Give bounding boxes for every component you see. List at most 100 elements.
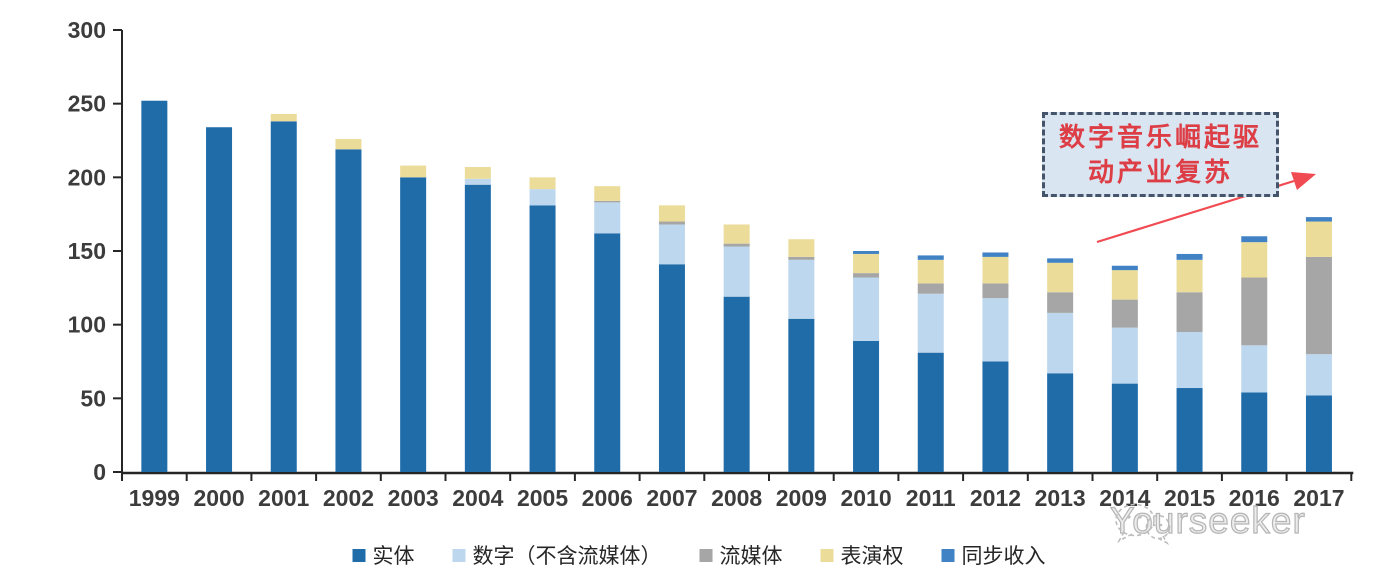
annotation-text-line1: 数字音乐崛起驱	[1058, 122, 1262, 152]
bar-segment	[723, 224, 750, 244]
bar-segment	[1047, 258, 1074, 263]
bar-segment	[464, 178, 491, 185]
y-axis-tick-label: 150	[68, 238, 106, 264]
bar-segment	[853, 253, 880, 274]
x-axis-category-label: 2000	[193, 485, 244, 511]
y-axis-tick-label: 0	[93, 459, 106, 485]
legend-label: 表演权	[840, 544, 904, 568]
bar-segment	[141, 100, 168, 472]
bar-segment	[594, 233, 621, 472]
bar-segment	[1176, 292, 1203, 333]
bar-segment	[982, 298, 1009, 362]
y-axis-tick-label: 100	[68, 312, 106, 338]
x-axis-category-label: 2006	[582, 485, 633, 511]
bar-segment	[917, 352, 944, 472]
bar-segment	[788, 256, 815, 260]
bar-segment	[1047, 262, 1074, 293]
bar-segment	[464, 167, 491, 179]
x-axis-category-label: 2017	[1293, 485, 1344, 511]
bar-segment	[1305, 395, 1332, 472]
bar-segment	[788, 239, 815, 257]
bar-segment	[270, 121, 297, 472]
legend-label: 流媒体	[719, 544, 783, 568]
bar-segment	[1047, 312, 1074, 374]
bar-segment	[723, 246, 750, 297]
legend-swatch	[352, 548, 366, 562]
bar-segment	[1241, 277, 1268, 346]
bar-segment	[982, 283, 1009, 299]
bar-segment	[270, 113, 297, 122]
bar-segment	[658, 205, 685, 222]
x-axis-category-label: 2016	[1229, 485, 1280, 511]
bar-segment	[723, 296, 750, 472]
y-axis-tick-label: 300	[68, 17, 106, 43]
x-axis-category-label: 2012	[970, 485, 1021, 511]
y-axis-tick-label: 50	[80, 385, 106, 411]
bar-segment	[594, 186, 621, 201]
bar-segment	[788, 318, 815, 472]
bar-segment	[788, 259, 815, 319]
bar-segment	[658, 224, 685, 265]
x-axis-category-label: 2011	[906, 485, 956, 511]
x-axis-category-label: 2009	[776, 485, 827, 511]
bar-segment	[1241, 392, 1268, 472]
legend-swatch	[820, 548, 834, 562]
bar-segment	[982, 252, 1009, 257]
bar-segment	[400, 177, 427, 473]
legend-swatch	[941, 548, 955, 562]
bar-segment	[853, 277, 880, 341]
bar-segment	[982, 361, 1009, 472]
y-axis-tick-label: 250	[68, 91, 106, 117]
bar-segment	[335, 149, 362, 472]
bar-segment	[1111, 299, 1138, 328]
bar-segment	[1111, 270, 1138, 300]
bar-segment	[853, 340, 880, 472]
bar-segment	[658, 264, 685, 472]
bar-segment	[1111, 327, 1138, 384]
bar-segment	[1241, 345, 1268, 393]
bar-segment	[529, 205, 556, 472]
legend-item-4: 表演权	[820, 540, 904, 570]
x-axis-category-label: 2015	[1164, 485, 1215, 511]
bar-segment	[917, 255, 944, 260]
bar-segment	[1241, 236, 1268, 243]
legend-item-2: 数字（不含流媒体）	[452, 540, 662, 570]
bar-segment	[853, 273, 880, 278]
annotation-callout: 数字音乐崛起驱 动产业复苏	[1042, 112, 1279, 197]
x-axis-category-label: 2003	[388, 485, 439, 511]
bar-segment	[335, 139, 362, 150]
x-axis-category-label: 2002	[323, 485, 374, 511]
x-axis-category-label: 2014	[1099, 485, 1150, 511]
bar-segment	[529, 177, 556, 190]
bar-segment	[1305, 217, 1332, 222]
bar-segment	[594, 200, 621, 203]
bar-segment	[529, 189, 556, 206]
bar-segment	[917, 293, 944, 353]
bar-segment	[400, 165, 427, 178]
bar-segment	[1047, 292, 1074, 313]
bar-segment	[1047, 373, 1074, 472]
bar-segment	[853, 251, 880, 254]
legend-label: 同步收入	[961, 544, 1046, 568]
x-axis-category-label: 2004	[452, 485, 503, 511]
legend-label: 实体	[372, 544, 415, 568]
bar-segment	[1305, 354, 1332, 396]
bar-segment	[917, 283, 944, 294]
y-axis-tick-label: 200	[68, 164, 106, 190]
x-axis-category-label: 2001	[258, 485, 309, 511]
bar-segment	[206, 127, 233, 473]
bar-segment	[917, 259, 944, 284]
bar-segment	[1241, 242, 1268, 278]
legend-item-3: 流媒体	[699, 540, 783, 570]
bar-segment	[723, 243, 750, 247]
bar-segment	[1305, 256, 1332, 355]
bar-segment	[982, 256, 1009, 284]
bar-segment	[1176, 253, 1203, 260]
annotation-text-line2: 动产业复苏	[1087, 157, 1233, 187]
legend-swatch	[699, 548, 713, 562]
chart-legend: 实体 数字（不含流媒体） 流媒体 表演权 同步收入	[352, 540, 1046, 570]
bar-segment	[1111, 265, 1138, 271]
x-axis-category-label: 2007	[646, 485, 697, 511]
